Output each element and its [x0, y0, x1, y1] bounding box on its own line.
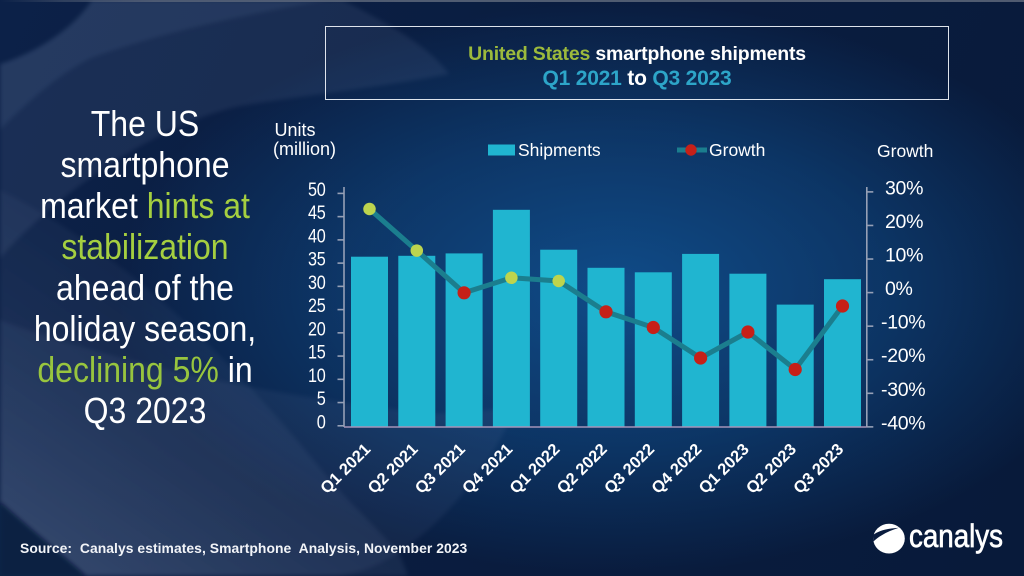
svg-text:(million): (million)	[273, 139, 336, 159]
svg-text:10: 10	[308, 365, 326, 387]
svg-text:-10%: -10%	[881, 312, 925, 334]
svg-text:Q3 2021: Q3 2021	[412, 440, 469, 497]
svg-text:10%: 10%	[885, 245, 923, 267]
svg-text:20: 20	[308, 318, 326, 340]
svg-text:20%: 20%	[885, 211, 923, 233]
svg-text:45: 45	[308, 202, 326, 224]
svg-text:Units: Units	[275, 120, 316, 140]
svg-text:5: 5	[317, 388, 326, 410]
svg-text:15: 15	[308, 342, 326, 364]
svg-text:-40%: -40%	[881, 412, 925, 434]
svg-text:Q3 2023: Q3 2023	[790, 440, 847, 497]
svg-text:-20%: -20%	[881, 345, 925, 367]
svg-text:-30%: -30%	[881, 379, 925, 401]
svg-text:Q2 2023: Q2 2023	[743, 440, 800, 497]
svg-text:Q4 2022: Q4 2022	[648, 440, 705, 497]
svg-text:Q2 2022: Q2 2022	[554, 440, 611, 497]
svg-text:Q1 2022: Q1 2022	[506, 440, 563, 497]
svg-text:50: 50	[308, 179, 326, 201]
svg-text:40: 40	[308, 225, 326, 247]
svg-text:30%: 30%	[885, 177, 923, 199]
svg-text:Q1 2021: Q1 2021	[317, 440, 374, 497]
svg-text:Growth: Growth	[709, 140, 765, 160]
svg-text:Growth: Growth	[877, 141, 933, 161]
svg-text:Q3 2022: Q3 2022	[601, 440, 658, 497]
svg-text:0%: 0%	[885, 278, 913, 300]
svg-text:Shipments: Shipments	[518, 140, 601, 160]
svg-text:30: 30	[308, 272, 326, 294]
svg-text:Q1 2023: Q1 2023	[696, 440, 753, 497]
svg-text:Q2 2021: Q2 2021	[364, 440, 421, 497]
svg-text:0: 0	[317, 411, 326, 433]
svg-text:25: 25	[308, 295, 326, 317]
svg-text:35: 35	[308, 249, 326, 271]
svg-text:Q4 2021: Q4 2021	[459, 440, 516, 497]
svg-text:canalys: canalys	[909, 518, 1003, 554]
